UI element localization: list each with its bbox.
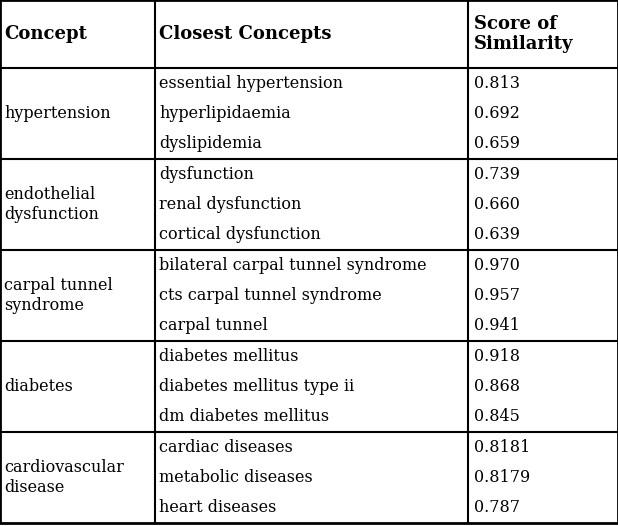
Text: 0.659: 0.659 [474, 135, 520, 153]
Text: heart diseases: heart diseases [159, 499, 276, 517]
Text: 0.739: 0.739 [474, 166, 520, 183]
Text: 0.845: 0.845 [474, 408, 520, 426]
Text: dm diabetes mellitus: dm diabetes mellitus [159, 408, 329, 426]
Text: carpal tunnel: carpal tunnel [159, 317, 268, 335]
Text: Concept: Concept [4, 25, 87, 43]
Text: dyslipidemia: dyslipidemia [159, 135, 262, 153]
Text: diabetes: diabetes [4, 378, 73, 395]
Text: Closest Concepts: Closest Concepts [159, 25, 331, 43]
Text: carpal tunnel
syndrome: carpal tunnel syndrome [4, 277, 112, 314]
Text: diabetes mellitus type ii: diabetes mellitus type ii [159, 378, 354, 395]
Text: renal dysfunction: renal dysfunction [159, 196, 302, 213]
Text: hypertension: hypertension [4, 105, 111, 122]
Text: cardiovascular
disease: cardiovascular disease [4, 459, 124, 496]
Text: 0.660: 0.660 [474, 196, 520, 213]
Text: 0.868: 0.868 [474, 378, 520, 395]
Text: essential hypertension: essential hypertension [159, 75, 343, 92]
Text: cortical dysfunction: cortical dysfunction [159, 226, 321, 244]
Text: 0.692: 0.692 [474, 105, 520, 122]
Text: diabetes mellitus: diabetes mellitus [159, 348, 298, 365]
Text: 0.970: 0.970 [474, 257, 520, 274]
Text: Score of
Similarity: Score of Similarity [474, 15, 574, 54]
Text: 0.8181: 0.8181 [474, 439, 530, 456]
Text: 0.941: 0.941 [474, 317, 520, 335]
Text: cts carpal tunnel syndrome: cts carpal tunnel syndrome [159, 287, 382, 304]
Text: 0.957: 0.957 [474, 287, 520, 304]
Text: dysfunction: dysfunction [159, 166, 254, 183]
Text: hyperlipidaemia: hyperlipidaemia [159, 105, 290, 122]
Text: 0.813: 0.813 [474, 75, 520, 92]
Text: 0.787: 0.787 [474, 499, 520, 517]
Text: cardiac diseases: cardiac diseases [159, 439, 293, 456]
Text: bilateral carpal tunnel syndrome: bilateral carpal tunnel syndrome [159, 257, 426, 274]
Text: metabolic diseases: metabolic diseases [159, 469, 313, 486]
Text: 0.8179: 0.8179 [474, 469, 530, 486]
Text: 0.918: 0.918 [474, 348, 520, 365]
Text: 0.639: 0.639 [474, 226, 520, 244]
Text: endothelial
dysfunction: endothelial dysfunction [4, 186, 99, 223]
